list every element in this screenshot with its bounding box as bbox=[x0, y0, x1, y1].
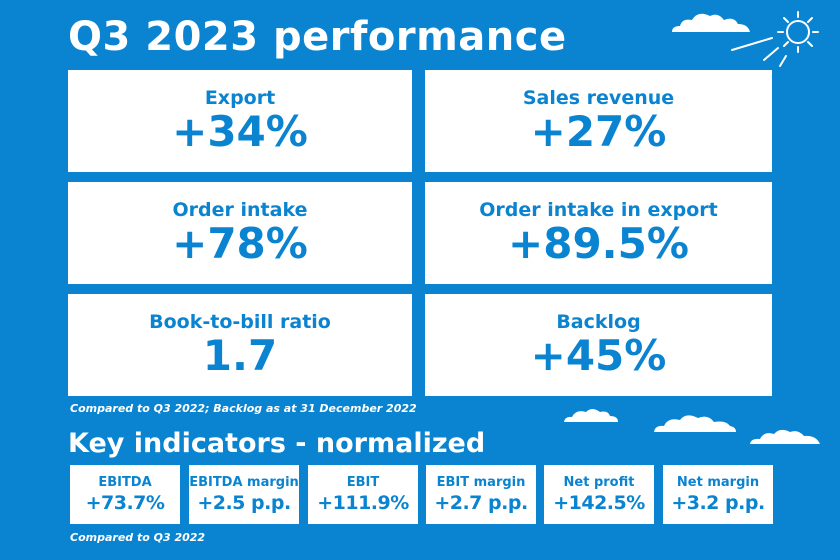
card-order-intake: Order intake +78% bbox=[68, 182, 412, 284]
card-label: Order intake bbox=[172, 199, 308, 221]
indicator-value: +73.7% bbox=[85, 491, 165, 514]
indicator-ebit-margin: EBIT margin +2.7 p.p. bbox=[426, 465, 536, 524]
indicator-ebitda: EBITDA +73.7% bbox=[70, 465, 180, 524]
card-value: +45% bbox=[530, 331, 667, 380]
indicator-value: +2.7 p.p. bbox=[434, 491, 528, 514]
indicator-ebitda-margin: EBITDA margin +2.5 p.p. bbox=[189, 465, 299, 524]
card-label: Order intake in export bbox=[479, 199, 718, 221]
card-value: +89.5% bbox=[508, 219, 689, 268]
card-label: Book-to-bill ratio bbox=[149, 311, 331, 333]
indicator-value: +111.9% bbox=[317, 491, 409, 514]
indicator-label: EBIT margin bbox=[436, 474, 526, 490]
section-title: Key indicators - normalized bbox=[68, 428, 486, 459]
sun-icon bbox=[731, 11, 819, 67]
indicator-label: EBIT bbox=[346, 474, 380, 490]
cloud-icon bbox=[654, 415, 736, 432]
card-label: Export bbox=[204, 87, 276, 109]
card-sales-revenue: Sales revenue +27% bbox=[425, 70, 772, 172]
card-label: Sales revenue bbox=[522, 87, 675, 109]
indicator-value: +2.5 p.p. bbox=[197, 491, 291, 514]
card-export: Export +34% bbox=[68, 70, 412, 172]
cloud-icon bbox=[750, 429, 820, 444]
card-value: +34% bbox=[172, 107, 308, 156]
card-backlog: Backlog +45% bbox=[425, 294, 772, 396]
card-book-to-bill: Book-to-bill ratio 1.7 bbox=[68, 294, 412, 396]
card-value: +78% bbox=[172, 219, 308, 268]
card-value: +27% bbox=[530, 107, 667, 156]
cloud-icon bbox=[672, 13, 750, 32]
card-value: 1.7 bbox=[202, 331, 278, 380]
indicator-value: +3.2 p.p. bbox=[671, 491, 765, 514]
indicator-net-profit: Net profit +142.5% bbox=[544, 465, 654, 524]
footnote-top: Compared to Q3 2022; Backlog as at 31 De… bbox=[70, 402, 417, 415]
indicator-value: +142.5% bbox=[553, 491, 645, 514]
card-order-intake-export: Order intake in export +89.5% bbox=[425, 182, 772, 284]
indicator-label: Net margin bbox=[676, 474, 760, 490]
cloud-icon bbox=[564, 409, 618, 422]
indicator-label: EBITDA bbox=[98, 474, 152, 490]
card-label: Backlog bbox=[556, 311, 641, 333]
indicator-net-margin: Net margin +3.2 p.p. bbox=[663, 465, 773, 524]
footnote-bottom: Compared to Q3 2022 bbox=[70, 531, 206, 544]
indicator-ebit: EBIT +111.9% bbox=[308, 465, 418, 524]
page-title: Q3 2023 performance bbox=[68, 14, 567, 60]
indicator-label: EBITDA margin bbox=[189, 474, 299, 490]
indicator-label: Net profit bbox=[563, 474, 635, 490]
